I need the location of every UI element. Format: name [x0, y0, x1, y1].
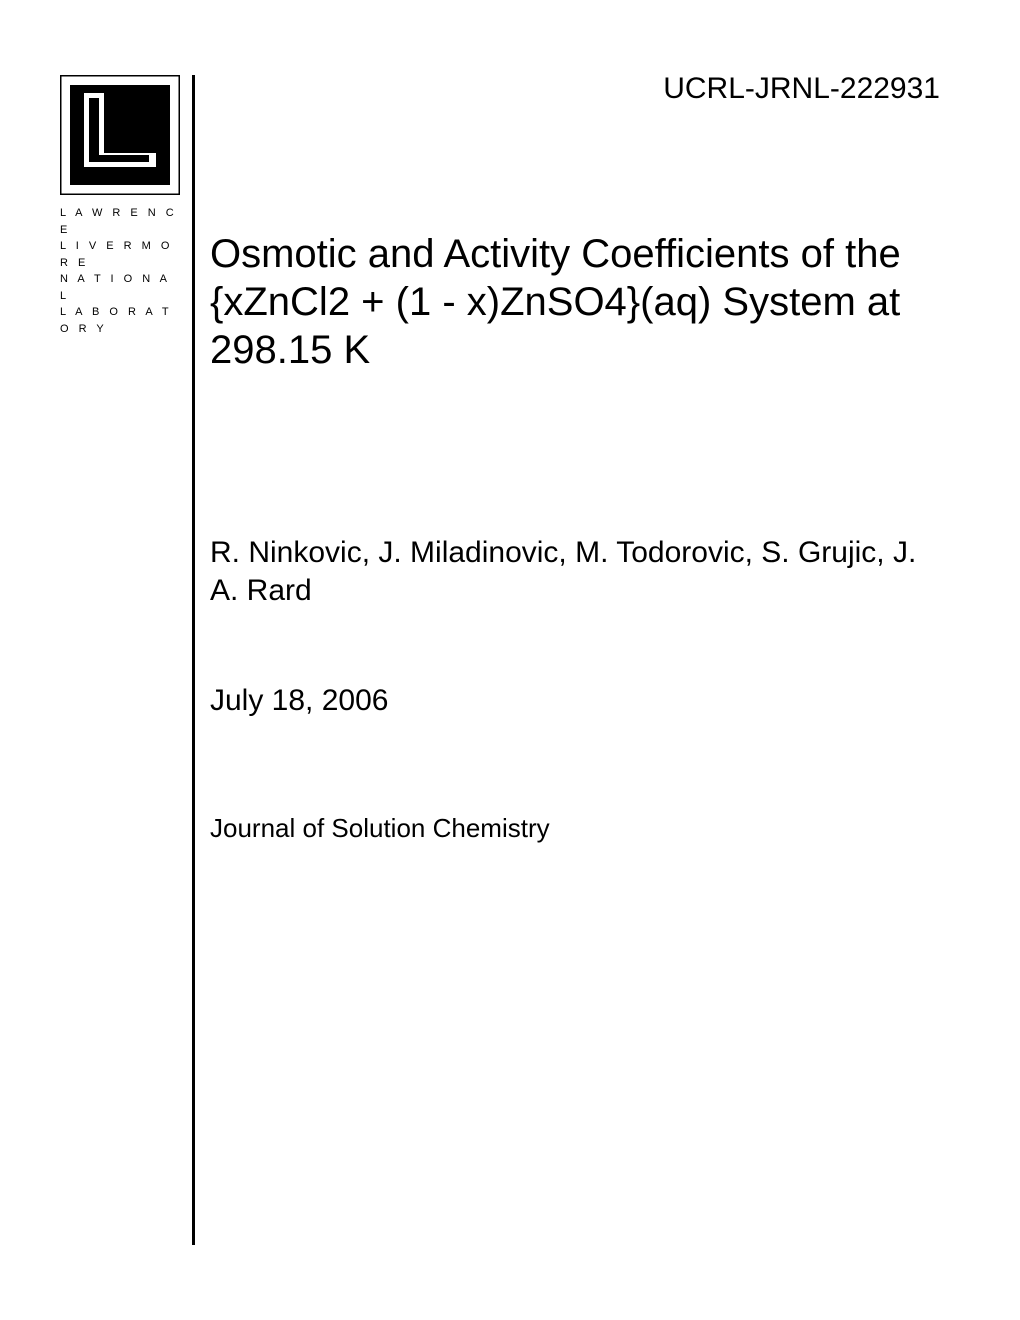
lab-line-2: L I V E R M O R E: [60, 238, 180, 271]
cover-page: UCRL-JRNL-222931 L A W R E N C E L I V E…: [0, 0, 1020, 1320]
report-id: UCRL-JRNL-222931: [663, 72, 940, 106]
lab-line-1: L A W R E N C E: [60, 205, 180, 238]
lab-name-text: L A W R E N C E L I V E R M O R E N A T …: [60, 205, 180, 337]
lab-line-4: L A B O R A T O R Y: [60, 304, 180, 337]
paper-title: Osmotic and Activity Coefficients of the…: [210, 230, 950, 374]
llnl-logo-icon: [60, 75, 180, 195]
lab-logo-block: L A W R E N C E L I V E R M O R E N A T …: [60, 75, 180, 337]
vertical-rule: [192, 75, 195, 1245]
authors: R. Ninkovic, J. Miladinovic, M. Todorovi…: [210, 534, 950, 609]
content-block: Osmotic and Activity Coefficients of the…: [210, 230, 950, 844]
journal-name: Journal of Solution Chemistry: [210, 813, 950, 844]
lab-line-3: N A T I O N A L: [60, 271, 180, 304]
date: July 18, 2006: [210, 684, 950, 718]
